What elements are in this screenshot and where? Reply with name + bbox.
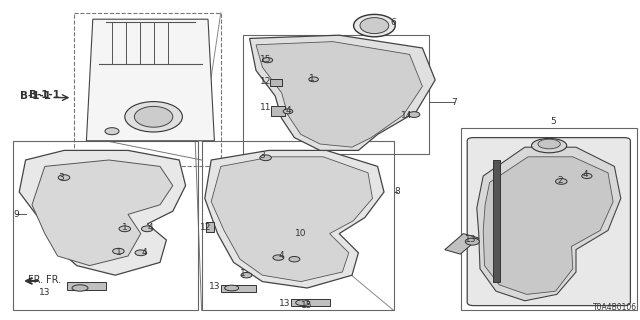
Ellipse shape xyxy=(72,285,88,291)
Ellipse shape xyxy=(260,155,271,161)
Text: 7: 7 xyxy=(452,98,457,107)
Ellipse shape xyxy=(135,250,147,256)
Text: 13: 13 xyxy=(465,236,476,244)
Polygon shape xyxy=(19,150,186,275)
Bar xyxy=(67,282,106,290)
Text: 1: 1 xyxy=(241,269,246,278)
Polygon shape xyxy=(205,150,384,288)
Ellipse shape xyxy=(353,14,396,37)
Bar xyxy=(202,141,394,310)
Polygon shape xyxy=(483,157,613,294)
Text: B-1-1: B-1-1 xyxy=(20,91,51,101)
Ellipse shape xyxy=(582,173,592,179)
Text: 1: 1 xyxy=(122,223,127,232)
Ellipse shape xyxy=(556,179,567,184)
Ellipse shape xyxy=(465,238,479,245)
Ellipse shape xyxy=(283,109,293,114)
Text: 4: 4 xyxy=(148,223,153,232)
Text: FR.: FR. xyxy=(46,275,61,285)
Ellipse shape xyxy=(531,138,567,153)
Text: 8: 8 xyxy=(394,188,399,196)
Polygon shape xyxy=(477,147,621,301)
Ellipse shape xyxy=(113,248,124,254)
Bar xyxy=(243,35,429,154)
Polygon shape xyxy=(86,19,214,141)
Text: 4: 4 xyxy=(583,170,588,179)
Ellipse shape xyxy=(262,58,273,63)
Text: 11: 11 xyxy=(260,103,271,112)
Ellipse shape xyxy=(360,18,388,34)
Ellipse shape xyxy=(58,175,70,180)
Text: 12: 12 xyxy=(200,223,212,232)
Text: FR.: FR. xyxy=(28,275,43,285)
Text: 15: 15 xyxy=(301,301,313,310)
Ellipse shape xyxy=(289,257,300,262)
Text: 2: 2 xyxy=(557,176,563,185)
Polygon shape xyxy=(211,157,372,282)
Ellipse shape xyxy=(273,255,284,260)
Bar xyxy=(461,128,637,310)
Text: 14: 14 xyxy=(401,111,412,120)
Ellipse shape xyxy=(538,139,561,149)
Text: 5: 5 xyxy=(551,117,556,126)
Ellipse shape xyxy=(119,226,131,232)
Ellipse shape xyxy=(134,106,173,127)
Ellipse shape xyxy=(141,226,153,232)
Ellipse shape xyxy=(225,285,239,291)
Text: 6: 6 xyxy=(390,18,396,27)
Text: 13: 13 xyxy=(279,300,291,308)
Text: 4: 4 xyxy=(141,248,147,257)
Ellipse shape xyxy=(105,128,119,135)
Bar xyxy=(206,222,214,232)
Text: 1: 1 xyxy=(116,248,121,257)
Ellipse shape xyxy=(241,272,252,278)
Ellipse shape xyxy=(408,112,420,117)
Text: 3: 3 xyxy=(260,151,265,160)
Text: T0A4B0106: T0A4B0106 xyxy=(593,303,637,312)
Text: 1: 1 xyxy=(310,74,315,83)
Text: 12: 12 xyxy=(260,77,271,86)
Text: 3: 3 xyxy=(58,173,63,182)
Text: 10: 10 xyxy=(295,229,307,238)
FancyBboxPatch shape xyxy=(270,79,282,86)
Ellipse shape xyxy=(125,102,182,132)
FancyBboxPatch shape xyxy=(467,138,630,306)
Polygon shape xyxy=(32,160,173,266)
Bar xyxy=(13,141,198,310)
Text: 4: 4 xyxy=(285,106,291,115)
FancyBboxPatch shape xyxy=(271,106,285,116)
Text: 9: 9 xyxy=(13,210,19,219)
Ellipse shape xyxy=(296,300,310,306)
Bar xyxy=(291,299,330,306)
Bar xyxy=(493,160,500,282)
Bar xyxy=(445,234,479,254)
Bar xyxy=(221,285,256,292)
Polygon shape xyxy=(250,35,435,150)
Ellipse shape xyxy=(308,77,319,82)
Text: 15: 15 xyxy=(260,55,271,64)
Text: 13: 13 xyxy=(209,282,220,291)
Polygon shape xyxy=(256,42,422,147)
Text: B-1-1: B-1-1 xyxy=(29,90,60,100)
Bar xyxy=(74,13,221,166)
Text: 4: 4 xyxy=(279,252,284,260)
Text: 13: 13 xyxy=(39,288,51,297)
